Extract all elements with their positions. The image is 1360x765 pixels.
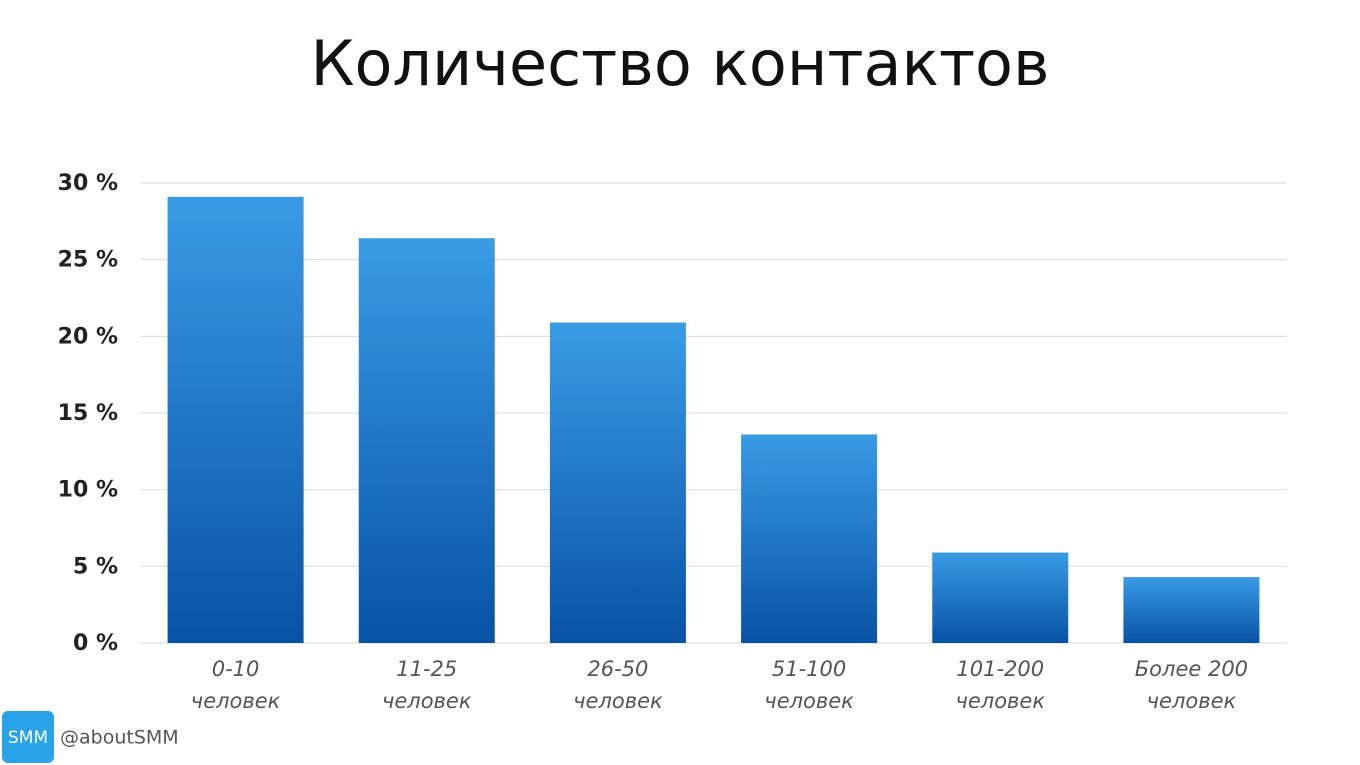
x-tick-label: человек [955,689,1045,713]
y-tick-label: 25 % [58,248,118,273]
logo-badge [2,711,54,763]
x-tick-label: человек [573,689,663,713]
x-tick-label: человек [382,689,472,713]
x-tick-label: человек [191,689,281,713]
chart-title: Количество контактов [310,27,1049,100]
y-tick-label: 30 % [58,171,118,196]
bar [358,238,495,643]
x-tick-label: Более 200 [1135,657,1248,681]
bar [932,552,1069,643]
bar [741,434,878,643]
y-tick-label: 20 % [58,324,118,349]
handle: @aboutSMM [60,727,179,749]
bar [167,196,304,644]
y-tick-label: 15 % [58,401,118,426]
y-tick-label: 0 % [73,631,118,656]
logo-text: SMM [8,728,48,748]
x-tick-label: 11-25 [396,657,457,681]
x-tick-label: 0-10 [212,657,260,681]
y-tick-label: 5 % [73,554,118,579]
x-tick-label: человек [764,689,854,713]
x-tick-label: 26-50 [587,657,648,681]
x-tick-label: человек [1147,689,1237,713]
x-tick-label: 101-200 [956,657,1044,681]
y-tick-label: 10 % [58,478,118,503]
x-tick-label: 51-100 [772,657,846,681]
bar [549,322,686,643]
bar [1123,577,1260,643]
